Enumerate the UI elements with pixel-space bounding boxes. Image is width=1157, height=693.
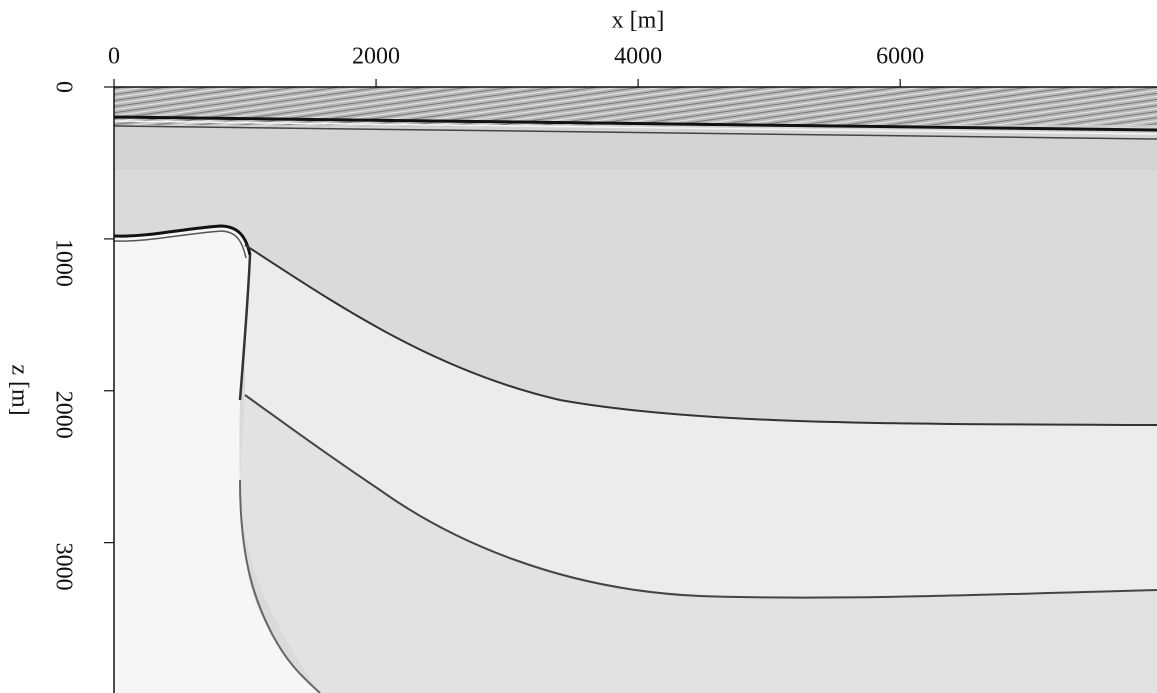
x-tick-label: 2000 — [352, 44, 400, 70]
y-tick-label: 0 — [50, 81, 76, 93]
seismic-image — [114, 87, 1157, 693]
y-tick-label: 3000 — [50, 543, 76, 591]
chart: x [m] z [m] 0 2000 4000 6000 0 1000 2000 3000 — [0, 0, 1157, 693]
x-tick-label: 4000 — [614, 44, 662, 70]
x-tick-label: 6000 — [876, 44, 924, 70]
y-axis-label: z [m] — [6, 364, 32, 415]
x-tick-label: 0 — [108, 44, 120, 70]
y-tick-label: 1000 — [50, 239, 76, 287]
y-tick-label: 2000 — [50, 391, 76, 439]
x-axis-label: x [m] — [612, 8, 665, 34]
